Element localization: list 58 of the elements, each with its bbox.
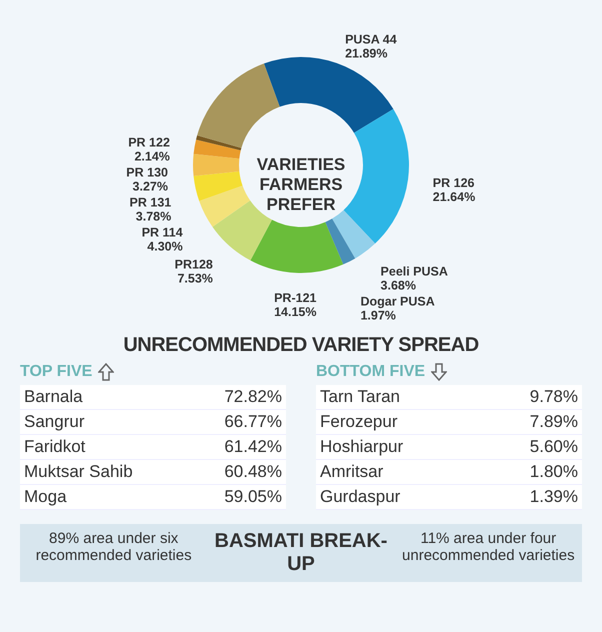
slice-label: Dogar PUSA xyxy=(360,294,435,309)
data-label: 2.14% xyxy=(134,149,170,164)
text: Faridkot xyxy=(24,437,86,457)
slice-label: Peeli PUSA xyxy=(380,264,448,279)
data-label: 14.15% xyxy=(274,304,316,319)
slice-label: PR-121 xyxy=(274,290,317,305)
text: 60.48% xyxy=(224,462,282,482)
text: VARIETIES FARMERS PREFER xyxy=(256,155,346,214)
donut-slice xyxy=(194,140,241,159)
text: 59.05% xyxy=(224,487,282,507)
donut-slice xyxy=(332,210,376,258)
donut-slice xyxy=(199,186,250,227)
slice-label: PR128 xyxy=(174,258,213,272)
donut-slice xyxy=(250,220,344,273)
donut-slice xyxy=(325,218,356,264)
slice-label: PR 114 xyxy=(142,225,183,240)
text: 1.80% xyxy=(530,462,578,482)
text: Hoshiarpur xyxy=(320,437,404,457)
slice-label: PUSA 44 xyxy=(345,32,397,47)
text: Barnala xyxy=(24,387,83,407)
data-label: 4.30% xyxy=(147,239,183,254)
text: 66.77% xyxy=(224,412,282,432)
text: Tarn Taran xyxy=(320,387,400,407)
slice-label: PR 131 xyxy=(130,195,172,210)
donut-slice xyxy=(197,64,280,148)
donut-slice xyxy=(344,108,409,244)
slice-label: PR 122 xyxy=(128,135,170,150)
data-label: 7.53% xyxy=(177,272,213,286)
text: Muktsar Sahib xyxy=(24,462,133,482)
data-label: 1.97% xyxy=(360,308,396,323)
text: UNRECOMMENDED VARIETY SPREAD xyxy=(122,334,480,357)
text: 61.42% xyxy=(224,437,282,457)
text: Sangrur xyxy=(24,412,84,432)
text: 9.78% xyxy=(530,387,578,407)
data-label: 21.64% xyxy=(432,190,476,204)
text: 1.39% xyxy=(530,487,578,507)
text: 7.89% xyxy=(530,412,578,432)
data-label: 3.27% xyxy=(132,179,168,194)
slice-label: PR 130 xyxy=(126,165,168,180)
donut-slice xyxy=(264,57,394,133)
text: BOTTOM FIVE xyxy=(316,363,426,381)
donut-slice xyxy=(194,171,243,202)
text: TOP FIVE xyxy=(20,363,92,381)
text: 72.82% xyxy=(224,387,282,407)
slice-label: PR 126 xyxy=(432,176,475,190)
data-label: 21.89% xyxy=(345,46,388,61)
data-label: 3.78% xyxy=(136,209,172,224)
text: 5.60% xyxy=(530,437,578,457)
text: 11% area under four unrecommended varieties xyxy=(401,530,576,566)
text: BASMATI BREAK-UP xyxy=(214,530,388,576)
data-label: 3.68% xyxy=(380,278,416,293)
donut-slice xyxy=(193,154,240,176)
text: Amritsar xyxy=(320,462,384,482)
text: Moga xyxy=(24,487,67,507)
text: Ferozepur xyxy=(320,412,398,432)
text: 89% area under six recommended varieties xyxy=(34,530,193,566)
text: Gurdaspur xyxy=(320,487,400,507)
donut-slice xyxy=(196,135,242,150)
